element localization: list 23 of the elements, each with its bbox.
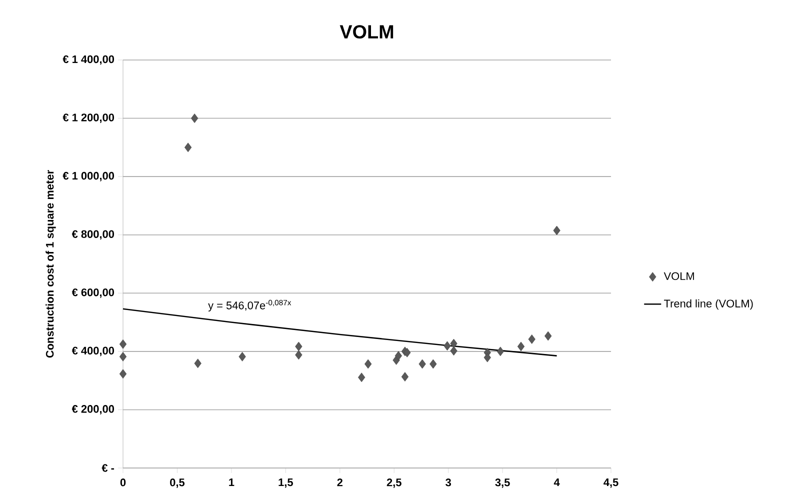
y-tick-label: € 800,00 [72, 230, 114, 240]
y-tick-label: € 600,00 [72, 288, 114, 298]
x-tick-label: 4,5 [604, 478, 618, 488]
y-axis-title: Construction cost of 1 square meter [46, 170, 56, 358]
x-tick-label: 3 [446, 478, 451, 486]
y-tick-label: € 200,00 [72, 405, 114, 414]
x-tick-label: 4 [554, 478, 560, 486]
y-tick-label: € 400,00 [72, 346, 114, 356]
x-tick-label: 3,5 [495, 478, 510, 488]
y-tick-label: € 1 200,00 [62, 114, 114, 123]
x-tick-label: 2,5 [386, 478, 402, 488]
legend-label: Trend line (VOLM) [664, 299, 753, 310]
chart-title: VOLM [340, 25, 394, 38]
x-tick-label: 0,5 [170, 478, 185, 488]
y-tick-label: € - [102, 464, 114, 472]
x-tick-label: 0 [120, 478, 126, 486]
annotation: y = 546,07e$^{-0,087x}$ [208, 300, 292, 312]
y-tick-label: € 1 400,00 [62, 55, 114, 65]
legend-label: VOLM [664, 272, 694, 280]
y-tick-label: € 1 000,00 [62, 172, 114, 182]
x-tick-label: 2 [337, 478, 342, 486]
x-tick-label: 1,5 [278, 478, 293, 488]
x-tick-label: 1 [229, 478, 234, 486]
